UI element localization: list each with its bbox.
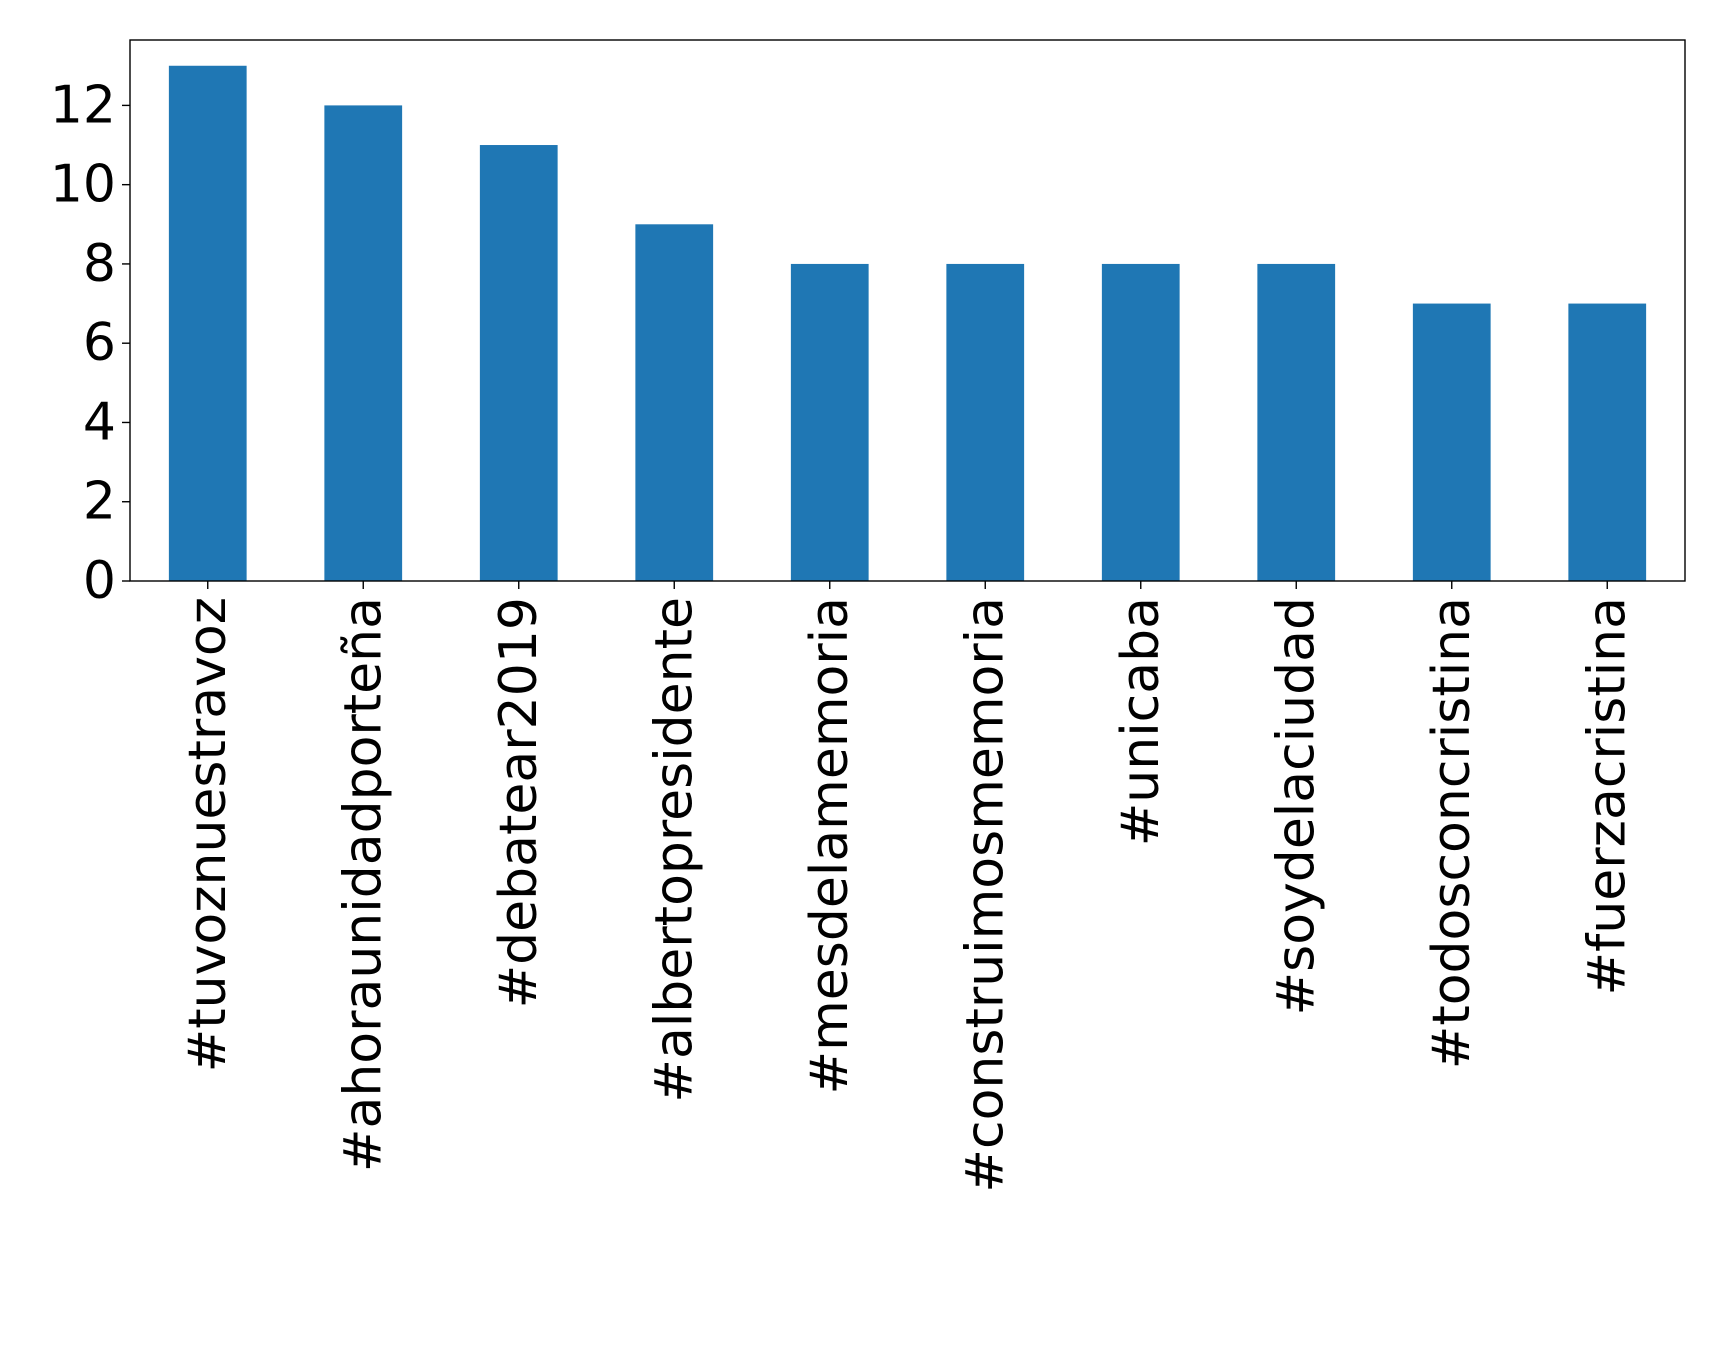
- bar-8: [1257, 263, 1336, 581]
- bar-9: [1412, 303, 1491, 581]
- x-tick-label: #tuvoznuestravoz: [178, 597, 238, 1072]
- x-tick-label: #ahoraunidadporteña: [333, 597, 393, 1172]
- x-tick-label: #soydelaciudad: [1266, 597, 1326, 1015]
- bar-3: [479, 145, 558, 581]
- y-tick-label: 8: [83, 234, 116, 294]
- x-tick-label: #todosconcristina: [1422, 597, 1482, 1069]
- y-tick-label: 12: [50, 75, 116, 135]
- bar-1: [168, 65, 247, 581]
- y-tick-label: 10: [50, 155, 116, 215]
- bars-layer: [168, 65, 1647, 582]
- y-tick-label: 0: [83, 551, 116, 611]
- bar-6: [946, 263, 1025, 581]
- y-tick-label: 4: [83, 392, 116, 452]
- x-tick-label: #construimosmemoria: [955, 597, 1015, 1193]
- bar-10: [1568, 303, 1647, 581]
- bar-2: [324, 105, 403, 582]
- x-axis: #tuvoznuestravoz #ahoraunidadporteña #deba…: [178, 581, 1637, 1193]
- y-axis: 0 2 4 6 8 10 12: [50, 75, 130, 611]
- bar-5: [790, 263, 869, 581]
- x-tick-label: #unicaba: [1111, 597, 1171, 846]
- bar-4: [635, 224, 714, 582]
- x-tick-label: #fuerzacristina: [1577, 597, 1637, 996]
- bar-7: [1101, 263, 1180, 581]
- y-tick-label: 2: [83, 472, 116, 532]
- y-tick-label: 6: [83, 313, 116, 373]
- plot-frame: [129, 39, 1686, 582]
- x-tick-label: #mesdelamemoria: [800, 597, 860, 1094]
- x-tick-label: #debatear2019: [489, 597, 549, 1008]
- x-tick-label: #albertopresidente: [644, 597, 704, 1103]
